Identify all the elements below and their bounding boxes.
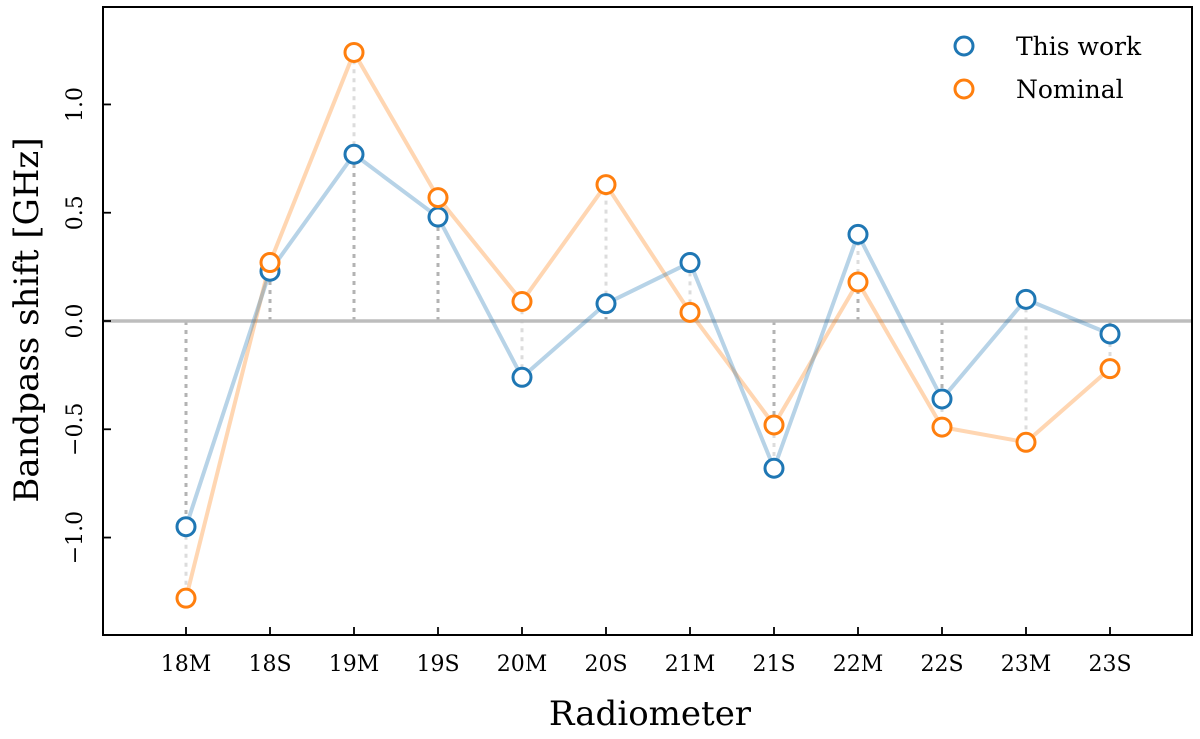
this-work-point-22S xyxy=(931,388,953,410)
series-line-nominal xyxy=(184,50,1112,599)
nominal-point-23M xyxy=(1015,431,1037,453)
nominal-point-18S xyxy=(259,252,281,274)
this-work-point-20S xyxy=(595,293,617,315)
x-tick-label: 18S xyxy=(248,652,291,677)
y-tick-label: 0.0 xyxy=(63,304,88,339)
nominal-point-18M xyxy=(175,587,197,609)
this-work-point-21M xyxy=(679,252,701,274)
axes xyxy=(102,6,1193,636)
x-tick-label: 21S xyxy=(752,652,795,677)
legend: This work Nominal xyxy=(953,32,1142,104)
x-tick-label: 21M xyxy=(665,652,716,677)
x-tick-label: 19M xyxy=(329,652,380,677)
x-tick-label: 23M xyxy=(1001,652,1052,677)
tick-labels: −1.0 −0.5 0.0 0.5 1.0 18M 18S 19M 19S 20M 20S 21M 21… xyxy=(63,87,1132,677)
legend-label-nominal: Nominal xyxy=(1016,75,1124,104)
nominal-point-22S xyxy=(931,416,953,438)
series-markers xyxy=(175,41,1121,609)
difference-connectors xyxy=(184,52,1112,599)
nominal-point-19S xyxy=(427,187,449,209)
axis-titles: Radiometer Bandpass shift [GHz] xyxy=(7,137,752,734)
this-work-point-22M xyxy=(847,223,869,245)
x-tick-label: 18M xyxy=(161,652,212,677)
nominal-point-22M xyxy=(847,271,869,293)
x-tick-label: 22M xyxy=(833,652,884,677)
legend-marker-nominal xyxy=(953,78,975,100)
legend-label-this-work: This work xyxy=(1016,32,1142,61)
x-tick-label: 19S xyxy=(416,652,459,677)
nominal-point-20M xyxy=(511,291,533,313)
y-tick-label: −1.0 xyxy=(63,511,88,564)
nominal-point-23S xyxy=(1099,358,1121,380)
y-tick-label: 0.5 xyxy=(63,195,88,230)
y-tick-label: 1.0 xyxy=(63,87,88,122)
this-work-point-23M xyxy=(1015,288,1037,310)
nominal-point-20S xyxy=(595,174,617,196)
x-axis-title: Radiometer xyxy=(549,694,752,734)
y-tick-label: −0.5 xyxy=(63,403,88,456)
x-tick-label: 23S xyxy=(1088,652,1131,677)
this-work-point-21S xyxy=(763,457,785,479)
nominal-point-21S xyxy=(763,414,785,436)
series-lines xyxy=(184,50,1112,599)
nominal-point-19M xyxy=(343,41,365,63)
x-tick-label: 20S xyxy=(584,652,627,677)
this-work-point-20M xyxy=(511,366,533,388)
this-work-point-23S xyxy=(1099,323,1121,345)
this-work-point-18M xyxy=(175,516,197,538)
series-line-this-work xyxy=(184,152,1111,528)
x-tick-label: 20M xyxy=(497,652,548,677)
x-tick-label: 22S xyxy=(920,652,963,677)
y-axis-title: Bandpass shift [GHz] xyxy=(7,137,47,502)
legend-marker-this-work xyxy=(953,35,975,57)
this-work-point-19S xyxy=(427,206,449,228)
this-work-point-19M xyxy=(343,143,365,165)
nominal-point-21M xyxy=(679,301,701,323)
